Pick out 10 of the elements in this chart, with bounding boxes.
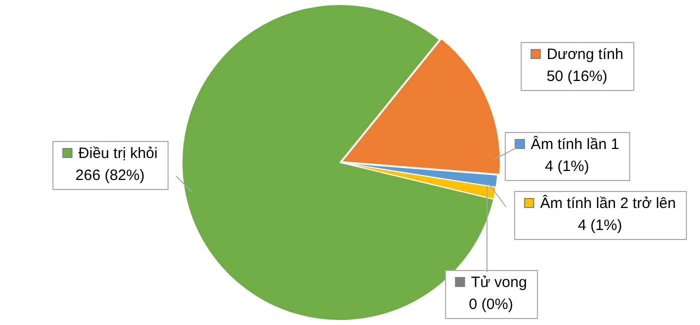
legend-label: Âm tính lần 1 [530, 135, 620, 154]
legend-label: Âm tính lần 2 trở lên [540, 194, 676, 212]
legend-label: Tử vong [471, 274, 527, 292]
legend-label: Điều trị khỏi [78, 145, 158, 162]
data-label: 50 (16%) [546, 68, 608, 86]
legend-label: Dương tính [546, 46, 624, 64]
data-label: 4 (1%) [578, 217, 622, 234]
data-label: 4 (1%) [544, 158, 590, 176]
data-label: 266 (82%) [75, 167, 145, 184]
text: 0 (0%) [468, 296, 514, 314]
